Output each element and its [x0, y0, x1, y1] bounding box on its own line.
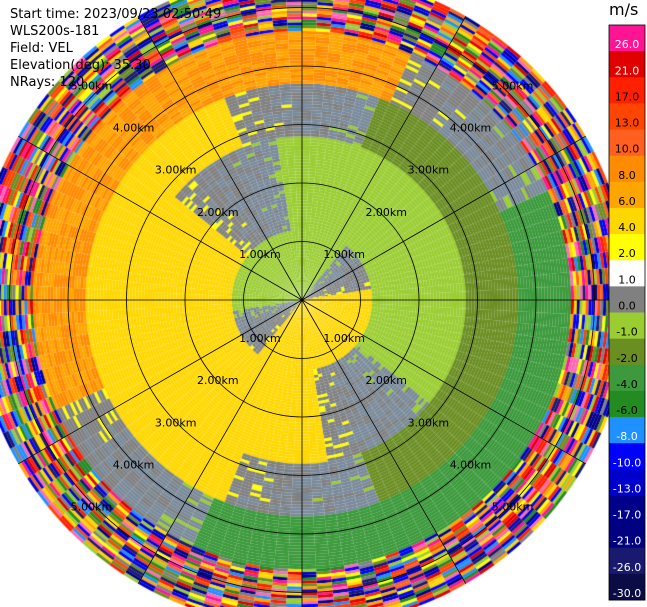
- range-ring-label: 1.00km: [323, 332, 365, 345]
- radial-line: [301, 299, 586, 465]
- range-ring-label: 2.00km: [365, 374, 407, 387]
- colorbar-swatch: [609, 364, 645, 392]
- range-ring-label: 5.00km: [492, 501, 534, 514]
- colorbar-swatch: [609, 417, 645, 444]
- field-label: Field: VEL: [10, 41, 73, 56]
- instrument-label: WLS200s-181: [10, 24, 100, 39]
- range-ring-label: 3.00km: [408, 416, 450, 429]
- colorbar-tick-label: -6.0: [616, 404, 637, 417]
- colorbar-swatch: [609, 469, 645, 496]
- colorbar-swatch: [609, 573, 645, 601]
- range-ring-label: 3.00km: [408, 164, 450, 177]
- colorbar-swatch: [609, 495, 645, 523]
- range-ring-label: 1.00km: [239, 248, 281, 261]
- colorbar-swatch: [609, 547, 645, 575]
- colorbar-tick-label: -17.0: [613, 509, 641, 522]
- radial-line: [18, 135, 303, 301]
- radial-line: [301, 299, 467, 584]
- range-ring-label: 5.00km: [492, 79, 534, 92]
- range-ring-label: 2.00km: [197, 206, 239, 219]
- colorbar-tick-label: -8.0: [616, 430, 637, 443]
- colorbar-swatch: [609, 312, 645, 340]
- radial-line: [137, 16, 303, 301]
- colorbar-swatch: [609, 207, 645, 235]
- range-ring-label: 3.00km: [155, 164, 197, 177]
- radial-line: [18, 299, 303, 465]
- colorbar-swatch: [609, 234, 645, 261]
- nrays-label: NRays: 120: [10, 75, 85, 90]
- range-ring-label: 5.00km: [71, 501, 113, 514]
- colorbar-swatch: [609, 260, 645, 287]
- colorbar-tick-label: -30.0: [613, 587, 641, 600]
- colorbar-tick-label: 8.0: [618, 169, 636, 182]
- colorbar-swatch: [609, 286, 645, 313]
- colorbar-swatch: [609, 338, 645, 366]
- colorbar-tick-label: -13.0: [613, 482, 641, 495]
- colorbar-tick-label: -4.0: [616, 378, 637, 391]
- colorbar-tick-label: 26.0: [615, 38, 640, 51]
- colorbar-swatch: [609, 51, 645, 78]
- colorbar-tick-label: -26.0: [613, 561, 641, 574]
- colorbar-swatch: [609, 521, 645, 549]
- colorbar-tick-label: 13.0: [615, 117, 640, 130]
- radial-line: [137, 299, 303, 584]
- elevation-label: Elevation(deg): 35.30: [10, 58, 151, 73]
- colorbar-tick-label: 17.0: [615, 90, 640, 103]
- colorbar-tick-label: 0.0: [618, 300, 636, 313]
- colorbar-tick-label: -10.0: [613, 456, 641, 469]
- colorbar-frame: [608, 24, 646, 601]
- colorbar-tick-label: 21.0: [615, 64, 640, 77]
- range-ring-label: 1.00km: [239, 332, 281, 345]
- range-ring-label: 5.00km: [71, 79, 113, 92]
- colorbar-tick-label: -21.0: [613, 535, 641, 548]
- range-ring-label: 4.00km: [113, 122, 155, 135]
- range-ring-label: 2.00km: [365, 206, 407, 219]
- range-ring-label: 2.00km: [197, 374, 239, 387]
- colorbar-swatch: [609, 443, 645, 470]
- colorbar-swatch: [609, 103, 645, 131]
- colorbar-tick-label: -2.0: [616, 352, 637, 365]
- range-ring-label: 4.00km: [113, 458, 155, 471]
- radial-line: [301, 16, 467, 301]
- colorbar-swatch: [609, 155, 645, 183]
- colorbar-swatch: [609, 77, 645, 104]
- colorbar-tick-label: 1.0: [618, 273, 636, 286]
- colorbar-tick-label: 4.0: [618, 221, 636, 234]
- colorbar-swatch: [609, 181, 645, 209]
- colorbar-title: m/s: [609, 0, 639, 19]
- range-ring-label: 3.00km: [155, 416, 197, 429]
- range-ring-label: 4.00km: [450, 122, 492, 135]
- colorbar-tick-label: 2.0: [618, 247, 636, 260]
- colorbar-tick-label: -1.0: [616, 326, 637, 339]
- range-ring-label: 4.00km: [450, 458, 492, 471]
- colorbar-swatch: [609, 129, 645, 157]
- colorbar-swatch: [609, 25, 645, 52]
- colorbar-tick-label: 6.0: [618, 195, 636, 208]
- start-time-label: Start time: 2023/09/23 02:50:49: [10, 7, 222, 22]
- range-ring-label: 1.00km: [323, 248, 365, 261]
- colorbar-swatch: [609, 390, 645, 418]
- colorbar-tick-label: 10.0: [615, 143, 640, 156]
- radial-line: [301, 135, 586, 301]
